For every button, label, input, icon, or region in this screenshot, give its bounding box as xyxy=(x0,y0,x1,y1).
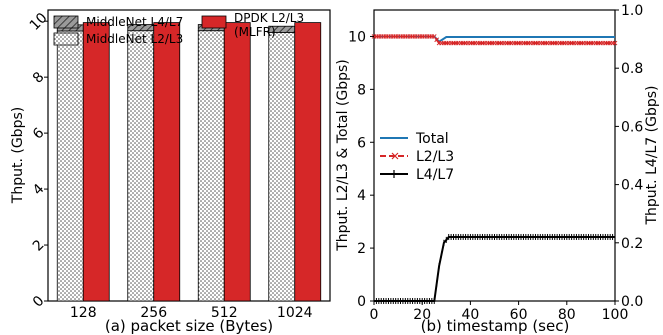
line-marker-x xyxy=(612,40,618,46)
line-x-tick-label: 20 xyxy=(413,307,431,323)
bar-middlenet-l2l3 xyxy=(197,30,225,302)
line-markers-l2l3 xyxy=(371,34,618,46)
line-left-y-ticks: 0 2 4 6 8 10 xyxy=(348,29,374,310)
bar-x-ticks: 128 256 512 1024 xyxy=(70,305,313,321)
bar-middlenet-l2l3 xyxy=(127,30,155,302)
legend-label-l4l7: MiddleNet L4/L7 xyxy=(86,15,183,29)
line-right-y-tick-label: 1.0 xyxy=(621,3,643,19)
line-caption: (b) timestamp (sec) xyxy=(421,317,570,335)
bar-dpdk-l2l3 xyxy=(294,22,322,302)
line-legend: Total L2/L3 L4/L7 xyxy=(380,131,454,183)
legend-label-l2l3: MiddleNet L2/L3 xyxy=(86,32,183,46)
line-x-tick-label: 80 xyxy=(558,307,576,323)
line-x-tick-label: 0 xyxy=(370,307,379,323)
legend-swatch-dpdk xyxy=(201,15,227,29)
line-series-group xyxy=(371,34,618,304)
line-left-y-tick-label: 6 xyxy=(357,135,366,151)
bar-dpdk-l2l3 xyxy=(223,22,251,302)
line-plot-frame xyxy=(373,9,616,302)
line-x-ticks: 0 20 40 60 80 100 xyxy=(370,301,629,323)
line-marker-x xyxy=(431,34,437,39)
bar-dpdk-l2l3 xyxy=(82,22,110,302)
line-legend-label: L4/L7 xyxy=(416,167,454,183)
bar-y-tick-label: 6 xyxy=(30,125,48,143)
bar-chart-panel: 0 2 4 6 8 10 128 256 512 1024 Thput. (Gbps) (a) … xyxy=(10,9,331,335)
line-left-y-tick-label: 2 xyxy=(357,241,366,257)
line-x-tick-label: 40 xyxy=(461,307,479,323)
bar-plot-frame xyxy=(47,9,331,302)
bar-x-tick-label: 512 xyxy=(211,305,238,321)
line-marker-x xyxy=(434,37,440,43)
line-right-y-tick-label: 0.6 xyxy=(621,119,643,135)
line-left-y-axis-label: Thput. L2/L3 & Total (Gbps) xyxy=(335,59,351,252)
line-right-y-ticks: 0.0 0.2 0.4 0.6 0.8 1.0 xyxy=(615,3,643,310)
bar-middlenet-l2l3 xyxy=(268,31,296,302)
bar-middlenet-l2l3 xyxy=(56,30,84,302)
legend-label-dpdk: DPDK L2/L3 (MLFR) xyxy=(234,11,304,39)
bar-series-group xyxy=(56,22,322,302)
legend-label-dpdk-line: (MLFR) xyxy=(234,25,276,39)
line-right-y-axis-label: Thput. L4/L7 (Gbps) xyxy=(644,86,660,226)
line-left-y-tick-label: 10 xyxy=(348,29,366,45)
bar-x-tick-label: 256 xyxy=(140,305,167,321)
legend-swatch-l2l3 xyxy=(53,32,79,46)
bar-y-ticks: 0 2 4 6 8 10 xyxy=(27,10,51,311)
line-legend-label: L2/L3 xyxy=(416,149,454,165)
bar-y-tick-label: 2 xyxy=(30,237,48,255)
line-legend-label: Total xyxy=(415,131,449,147)
bar-dpdk-l2l3 xyxy=(153,22,181,302)
bar-y-tick-label: 10 xyxy=(27,10,51,34)
line-right-y-tick-label: 0.2 xyxy=(621,236,643,252)
legend-swatch-l4l7 xyxy=(53,15,79,29)
line-legend-marker xyxy=(391,152,399,160)
line-right-y-tick-label: 0.8 xyxy=(621,61,643,77)
bar-legend: MiddleNet L4/L7 MiddleNet L2/L3 DPDK L2/… xyxy=(53,11,304,46)
bar-caption: (a) packet size (Bytes) xyxy=(105,317,273,335)
line-left-y-tick-label: 8 xyxy=(357,82,366,98)
line-series-l4l7 xyxy=(374,236,615,302)
bar-y-tick-label: 0 xyxy=(30,293,48,311)
line-x-tick-label: 60 xyxy=(510,307,528,323)
line-x-tick-label: 100 xyxy=(602,307,629,323)
line-left-y-tick-label: 0 xyxy=(357,294,366,310)
legend-label-dpdk-line: DPDK L2/L3 xyxy=(234,11,304,25)
line-markers-l4l7 xyxy=(373,233,616,304)
line-right-y-tick-label: 0.4 xyxy=(621,178,643,194)
line-left-y-tick-label: 4 xyxy=(357,188,366,204)
bar-y-axis-label: Thput. (Gbps) xyxy=(10,107,26,204)
bar-x-tick-label: 1024 xyxy=(277,305,313,321)
line-right-y-tick-label: 0.0 xyxy=(621,294,643,310)
bar-y-tick-label: 4 xyxy=(30,181,48,199)
bar-y-tick-label: 8 xyxy=(30,69,48,87)
bar-x-tick-label: 128 xyxy=(70,305,97,321)
